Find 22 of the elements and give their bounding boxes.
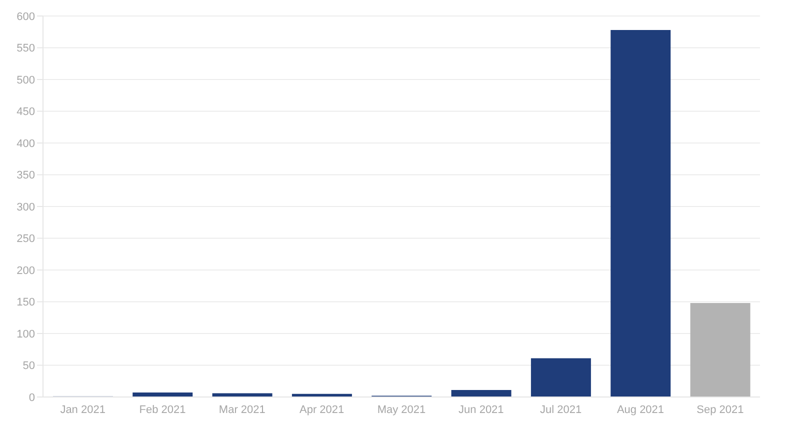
x-tick-label: Apr 2021 xyxy=(300,404,344,416)
x-tick-label: Jul 2021 xyxy=(540,404,582,416)
y-tick-label: 0 xyxy=(28,392,35,404)
y-tick-label: 100 xyxy=(16,328,35,340)
x-tick-label: Sep 2021 xyxy=(696,404,744,416)
y-tick-label: 500 xyxy=(16,74,35,86)
y-tick-label: 600 xyxy=(16,10,35,23)
y-tick-label: 200 xyxy=(16,264,35,277)
y-tick-label: 350 xyxy=(16,170,35,182)
x-tick-label: Feb 2021 xyxy=(139,404,186,416)
y-tick-label: 50 xyxy=(22,360,35,372)
x-tick-label: Aug 2021 xyxy=(616,404,664,416)
y-tick-label: 150 xyxy=(16,296,35,309)
x-tick-label: Jan 2021 xyxy=(60,404,106,416)
x-tick-label: Jun 2021 xyxy=(458,404,504,416)
y-tick-label: 300 xyxy=(16,201,35,214)
y-tick-label: 550 xyxy=(16,42,35,55)
x-tick-label: May 2021 xyxy=(377,404,426,416)
y-tick-label: 400 xyxy=(16,138,35,150)
y-tick-label: 450 xyxy=(16,106,35,118)
x-tick-label: Mar 2021 xyxy=(218,404,266,416)
y-tick-label: 250 xyxy=(16,233,35,246)
